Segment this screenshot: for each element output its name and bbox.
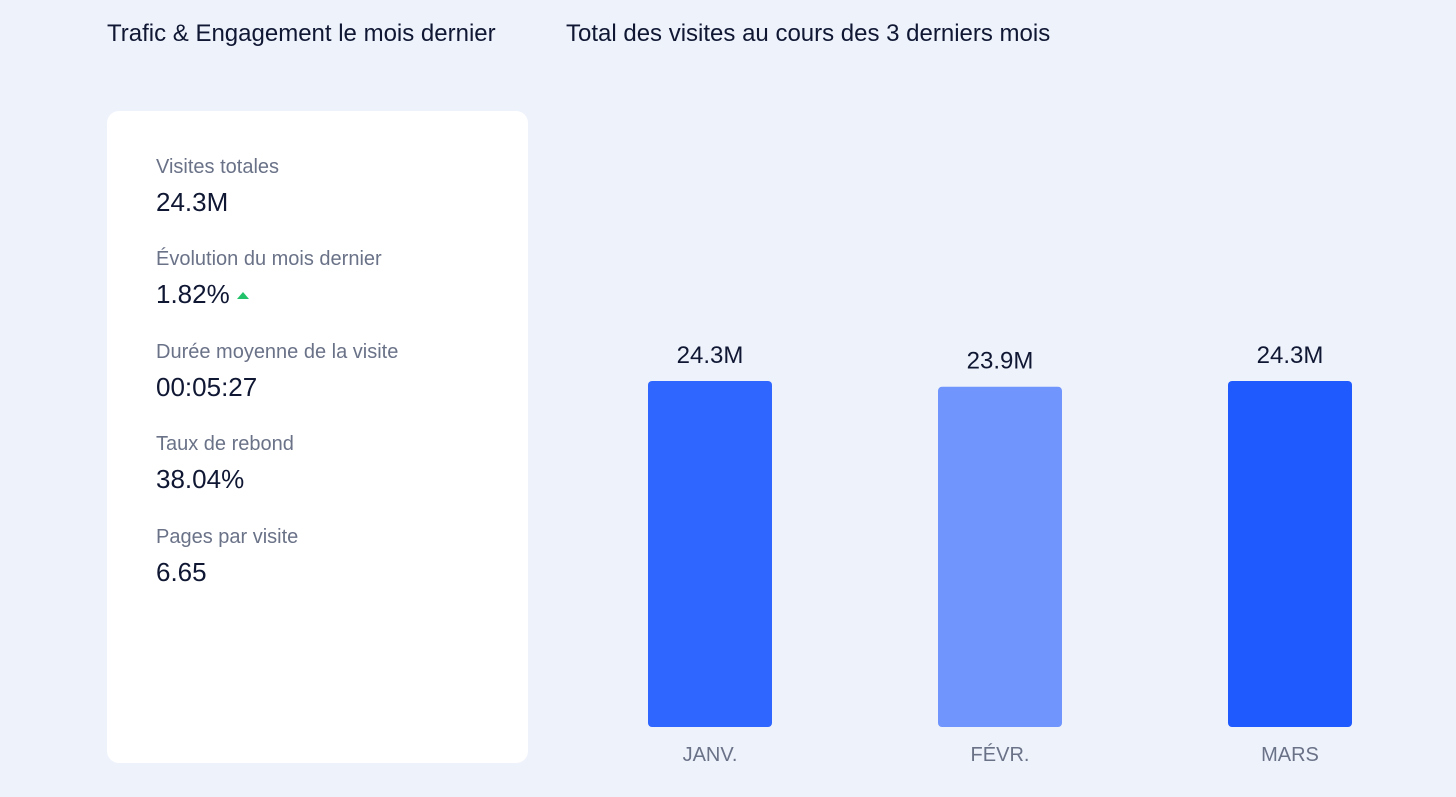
stat-value: 38.04% [156,464,245,494]
stats-card: Visites totales 24.3M Évolution du mois … [107,111,528,763]
bar-2 [938,386,1062,727]
stat-label: Pages par visite [156,526,299,548]
bar-value-label: 24.3M [677,342,744,369]
stat-bounce-rate: Taux de rebond 38.04% [156,432,294,494]
bar-value-label: 24.3M [1257,342,1324,369]
stat-value: 00:05:27 [156,372,258,402]
stat-value: 6.65 [156,557,207,587]
stat-monthly-change: Évolution du mois dernier 1.82% [156,247,382,309]
stat-value: 24.3M [156,187,229,217]
bar-1 [648,381,772,727]
bar-3 [1228,381,1352,727]
stat-label: Évolution du mois dernier [156,248,382,270]
triangle-up-icon [236,292,249,299]
stat-label: Durée moyenne de la visite [156,341,399,363]
panel-title: Trafic & Engagement le mois dernier [107,20,496,47]
chart-title: Total des visites au cours des 3 dernier… [566,20,1051,47]
stat-label: Taux de rebond [156,433,294,455]
bar-value-label: 23.9M [967,348,1034,375]
stat-value-row: 1.82% [156,279,382,309]
x-axis-tick-label: FÉVR. [971,743,1030,766]
stat-value: 1.82% [156,279,230,309]
stat-avg-duration: Durée moyenne de la visite 00:05:27 [156,340,398,402]
visits-bar-chart: 24.3M JANV. 23.9M FÉVR. 24.3M MARS [648,342,1352,766]
stat-label: Visites totales [156,156,280,178]
stat-total-visits: Visites totales 24.3M [156,155,279,217]
x-axis-tick-label: JANV. [683,744,738,766]
stat-pages-per-visit: Pages par visite 6.65 [156,525,298,587]
x-axis-tick-label: MARS [1261,744,1319,766]
